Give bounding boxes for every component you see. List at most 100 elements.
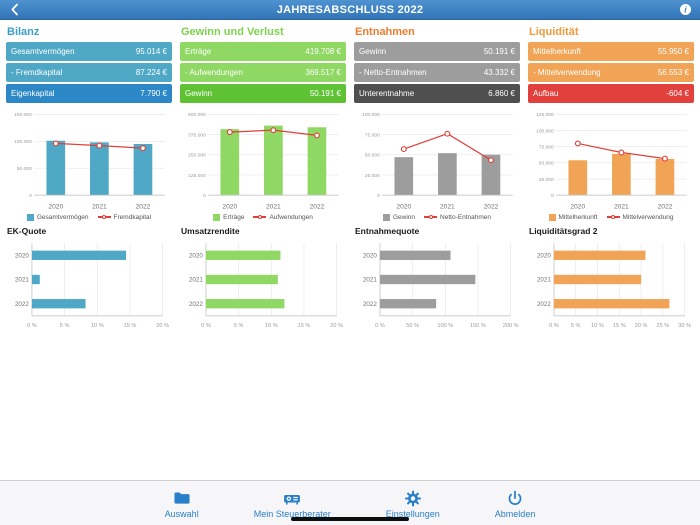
tab-label: Auswahl	[164, 508, 199, 519]
guv-combo-chart: 0 125.000 250.000 375.000 500.000 2020 2021 202…	[180, 106, 346, 214]
tab-auswahl[interactable]: Auswahl	[165, 488, 199, 519]
stat-value: 87.224 €	[135, 68, 167, 77]
stat-value: 369.517 €	[305, 68, 341, 77]
svg-text:2020: 2020	[222, 204, 237, 211]
svg-text:5 %: 5 %	[571, 323, 581, 329]
svg-text:25 %: 25 %	[657, 323, 670, 329]
stat-row: - Netto-Entnahmen 43.332 €	[354, 63, 520, 82]
liquiditaet-combo-chart: 0 25.000 50.000 75.000 100.000 125.000 2020 202…	[528, 106, 694, 214]
svg-text:5 %: 5 %	[60, 323, 70, 329]
svg-text:2020: 2020	[189, 252, 203, 259]
svg-text:10 %: 10 %	[591, 323, 604, 329]
stat-label: Gesamtvermögen	[11, 47, 75, 56]
svg-text:2022: 2022	[363, 301, 377, 308]
stat-label: - Fremdkapital	[11, 68, 63, 77]
stat-row: Gewinn 50.191 €	[354, 42, 520, 61]
svg-text:250.000: 250.000	[188, 153, 206, 159]
legend-bar-marker	[213, 213, 221, 221]
svg-text:50.000: 50.000	[17, 166, 32, 172]
gear-icon	[403, 488, 423, 508]
svg-text:5 %: 5 %	[234, 323, 244, 329]
svg-text:2021: 2021	[537, 276, 551, 283]
svg-text:2021: 2021	[440, 204, 455, 211]
stat-label: - Mittelverwendung	[533, 68, 601, 77]
legend-line-marker	[97, 215, 111, 220]
legend-label: Mittelherkunft	[558, 213, 598, 221]
chart-legend: Mittelherkunft Mittelverwendung	[528, 213, 694, 221]
home-indicator[interactable]	[291, 517, 409, 521]
svg-text:50 %: 50 %	[406, 323, 419, 329]
svg-text:2021: 2021	[189, 276, 203, 283]
chart-legend: Gewinn Netto-Entnahmen	[354, 213, 520, 221]
svg-text:2020: 2020	[15, 252, 29, 259]
stat-value: 50.191 €	[309, 89, 341, 98]
back-button[interactable]	[8, 2, 23, 17]
svg-text:15 %: 15 %	[124, 323, 137, 329]
stat-value: 43.332 €	[483, 68, 515, 77]
legend-item: Mittelherkunft	[548, 213, 598, 221]
legend-label: Gesamtvermögen	[36, 213, 89, 221]
svg-text:i: i	[684, 5, 687, 14]
projector-icon	[281, 488, 303, 508]
legend-item: Aufwendungen	[253, 213, 313, 221]
svg-text:2022: 2022	[15, 301, 29, 308]
legend-label: Mittelverwendung	[622, 213, 674, 221]
legend-bar-marker	[26, 213, 34, 221]
legend-dot	[257, 215, 262, 220]
svg-text:2022: 2022	[310, 204, 325, 211]
svg-text:200 %: 200 %	[503, 323, 519, 329]
tab-label: Abmelden	[494, 508, 536, 519]
svg-text:2020: 2020	[48, 204, 63, 211]
legend-label: Aufwendungen	[269, 213, 313, 221]
panel-title: Entnahmen	[355, 26, 415, 38]
legend-label: Gewinn	[393, 213, 416, 221]
tab-abmelden[interactable]: Abmelden	[494, 488, 536, 519]
svg-text:0: 0	[551, 193, 554, 199]
page-title: JAHRESABSCHLUSS 2022	[276, 3, 424, 16]
umsatzrendite-chart: 0 % 5 % 10 % 15 % 20 % 2020 2021 2022	[180, 238, 346, 331]
stat-row: Aufbau -604 €	[528, 84, 694, 103]
stat-label: Erträge	[185, 47, 212, 56]
svg-text:2021: 2021	[266, 204, 281, 211]
stat-value: -604 €	[666, 89, 689, 98]
legend-item: Fremdkapital	[97, 213, 152, 221]
stat-value: 50.191 €	[483, 47, 515, 56]
legend-label: Fremdkapital	[113, 213, 152, 221]
stat-value: 56.553 €	[657, 68, 689, 77]
stat-label: Unterentnahme	[359, 89, 415, 98]
stat-row: Gesamtvermögen 95.014 €	[6, 42, 172, 61]
stat-label: Aufbau	[533, 89, 559, 98]
svg-text:20 %: 20 %	[635, 323, 648, 329]
svg-text:2022: 2022	[136, 204, 151, 211]
stat-value: 419.708 €	[305, 47, 341, 56]
panel-bilanz: Bilanz Gesamtvermögen 95.014 € - Fremdka…	[6, 25, 172, 331]
stat-label: Mittelherkunft	[533, 47, 582, 56]
liquiditaetsgrad-chart: 0 % 5 % 10 % 15 % 20 % 25 % 30 % 2020 2021 2022	[528, 238, 694, 331]
stat-row: - Fremdkapital 87.224 €	[6, 63, 172, 82]
tab-mein-steuerberater[interactable]: Mein Steuerberater	[254, 488, 331, 519]
dashboard: Bilanz Gesamtvermögen 95.014 € - Fremdka…	[0, 20, 700, 331]
svg-text:75.000: 75.000	[365, 132, 380, 138]
chevron-left-icon	[11, 3, 18, 16]
svg-text:150 %: 150 %	[470, 323, 486, 329]
legend-item: Mittelverwendung	[606, 213, 674, 221]
stat-label: - Aufwendungen	[185, 68, 243, 77]
legend-dot	[611, 215, 616, 220]
svg-text:2022: 2022	[537, 301, 551, 308]
stat-row: Gewinn 50.191 €	[180, 84, 346, 103]
legend-item: Erträge	[213, 213, 244, 221]
info-button[interactable]: i	[679, 3, 692, 16]
svg-text:100.000: 100.000	[536, 128, 554, 134]
svg-text:2021: 2021	[92, 204, 107, 211]
svg-text:0: 0	[29, 193, 32, 199]
svg-text:50.000: 50.000	[365, 153, 380, 159]
svg-text:100.000: 100.000	[362, 112, 380, 118]
tab-label: Mein Steuerberater	[253, 508, 331, 519]
entnahmen-combo-chart: 0 25.000 50.000 75.000 100.000 2020 2021 2022	[354, 106, 520, 214]
svg-text:25.000: 25.000	[539, 177, 554, 183]
svg-text:0 %: 0 %	[549, 323, 559, 329]
stat-row: Mittelherkunft 55.950 €	[528, 42, 694, 61]
legend-item: Gewinn	[383, 213, 416, 221]
svg-text:2021: 2021	[363, 276, 377, 283]
tab-einstellungen[interactable]: Einstellungen	[386, 488, 440, 519]
